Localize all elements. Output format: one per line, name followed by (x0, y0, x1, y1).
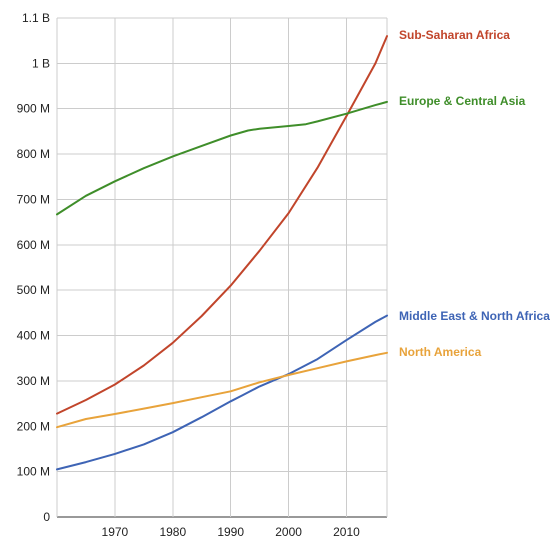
series-label-europe-central-asia: Europe & Central Asia (399, 94, 526, 108)
series-line-north-america (56, 351, 388, 429)
y-tick-label: 1 B (32, 56, 50, 70)
series-line-europe-central-asia (56, 100, 388, 216)
y-tick-label: 500 M (17, 283, 50, 297)
axis-labels: 0 100 M 200 M 300 M 400 M 500 M 600 M 700 M 800 … (17, 11, 361, 539)
y-tick-label: 700 M (17, 192, 50, 206)
y-tick-label: 0 (43, 510, 50, 524)
y-tick-label: 400 M (17, 329, 50, 343)
y-tick-label: 1.1 B (22, 11, 50, 25)
series-label-sub-saharan-africa: Sub-Saharan Africa (399, 28, 510, 42)
y-tick-label: 200 M (17, 419, 50, 433)
x-tick-label: 1980 (159, 525, 186, 539)
y-tick-label: 900 M (17, 102, 50, 116)
x-tick-label: 1990 (217, 525, 244, 539)
y-tick-label: 300 M (17, 374, 50, 388)
y-tick-label: 800 M (17, 147, 50, 161)
x-tick-label: 2000 (275, 525, 302, 539)
y-tick-label: 600 M (17, 238, 50, 252)
grid-lines (56, 17, 388, 518)
series-line-sub-saharan-africa (56, 35, 388, 415)
series-labels: Sub-Saharan Africa Europe & Central Asia M… (399, 28, 550, 359)
x-tick-label: 1970 (102, 525, 129, 539)
series-label-middle-east-north-africa: Middle East & North Africa (399, 309, 550, 323)
series-label-north-america: North America (399, 345, 482, 359)
series-lines (56, 35, 388, 471)
series-line-middle-east-north-africa (56, 314, 388, 471)
x-tick-label: 2010 (333, 525, 360, 539)
y-tick-label: 100 M (17, 465, 50, 479)
